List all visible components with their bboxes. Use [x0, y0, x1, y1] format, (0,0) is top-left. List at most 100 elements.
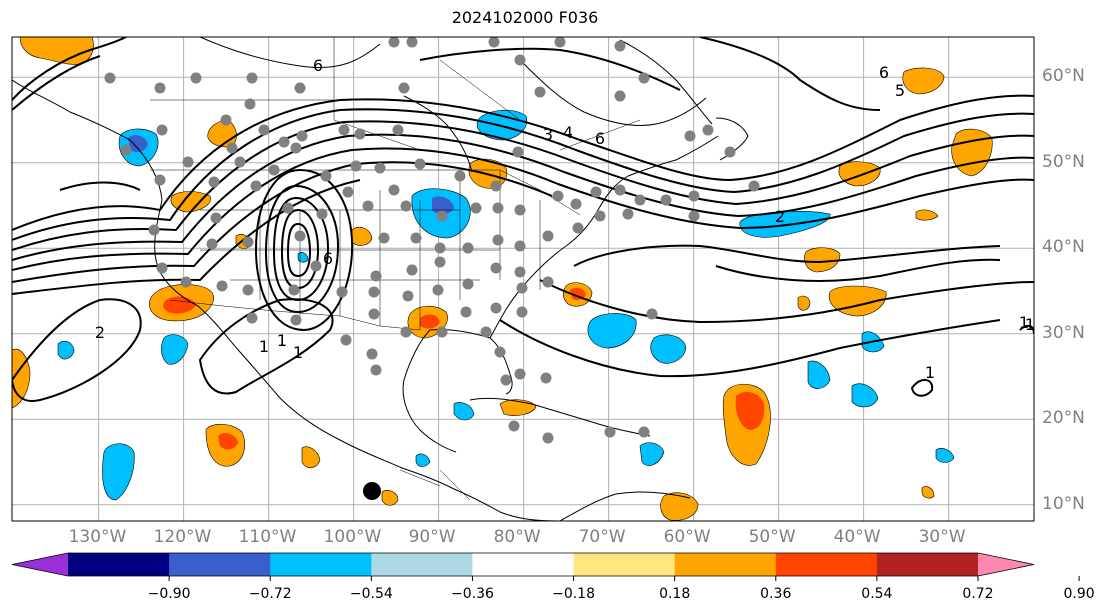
station-dot [294, 82, 306, 94]
anomaly-positive [804, 247, 841, 273]
station-dot [366, 348, 378, 360]
station-dot [354, 128, 366, 140]
station-dot [368, 308, 380, 320]
anomaly-positive [921, 486, 935, 499]
contour-label: 6 [879, 63, 889, 82]
colorbar-tick-label: −0.36 [450, 586, 494, 602]
anomaly-positive [301, 446, 321, 469]
station-dot [490, 302, 502, 314]
anomaly-strong-positive [735, 391, 765, 430]
anomaly-negative [639, 442, 665, 466]
colorbar-tick-label: −0.72 [248, 586, 292, 602]
storm-center-marker [363, 482, 381, 500]
station-dot [570, 198, 582, 210]
station-dot [462, 278, 474, 290]
anomaly-negative [807, 360, 831, 389]
station-dot [206, 238, 218, 250]
station-dot [370, 364, 382, 376]
station-dot [638, 72, 650, 84]
contour-label: 1 [1019, 313, 1029, 332]
station-dot [400, 200, 412, 212]
station-dot [388, 184, 400, 196]
anomaly-negative [102, 443, 135, 501]
station-dot [398, 82, 410, 94]
longitude-label: 80°W [493, 527, 541, 547]
station-dot [208, 176, 220, 188]
station-dot [246, 312, 258, 324]
station-dot [554, 37, 566, 48]
station-dot [688, 210, 700, 222]
station-dot [604, 426, 616, 438]
station-dot [402, 290, 414, 302]
station-dot [500, 374, 512, 386]
anomaly-negative [587, 313, 637, 349]
station-dot [514, 204, 526, 216]
colorbar-segment [472, 553, 575, 576]
station-dot [552, 190, 564, 202]
anomaly-negative [297, 252, 309, 263]
station-dot [220, 114, 232, 126]
longitude-label: 130°W [68, 527, 127, 547]
station-dot [514, 266, 526, 278]
station-dot [542, 276, 554, 288]
station-dot [638, 426, 650, 438]
anomaly-positive [381, 490, 399, 506]
station-dot [156, 124, 168, 136]
station-dot [362, 200, 374, 212]
station-dot [234, 156, 246, 168]
station-dot [414, 158, 426, 170]
station-dot [250, 180, 262, 192]
longitude-label: 70°W [578, 527, 626, 547]
station-dot [494, 346, 506, 358]
station-dot [460, 306, 472, 318]
station-dot [724, 146, 736, 158]
station-dot [320, 170, 332, 182]
anomaly-negative [851, 383, 879, 408]
station-dot [508, 420, 520, 432]
colorbar-tick-label: −0.90 [147, 586, 191, 602]
station-dot [154, 174, 166, 186]
station-dot [614, 40, 626, 52]
colorbar-tick-label: −0.54 [349, 586, 393, 602]
station-dot [278, 136, 290, 148]
anomaly-negative [415, 453, 431, 467]
station-dot [660, 194, 672, 206]
map-title: 2024102000 F036 [451, 8, 599, 27]
colorbar-tick-label: 0.54 [861, 586, 893, 602]
station-dot [462, 242, 474, 254]
contour-label: 6 [313, 56, 323, 75]
political-borders [150, 37, 641, 501]
station-dot [480, 326, 492, 338]
station-dot [342, 186, 354, 198]
contour-label: 1 [925, 363, 935, 382]
anomaly-positive [660, 492, 699, 521]
station-dot [470, 202, 482, 214]
latitude-label: 40°N [1042, 237, 1085, 258]
station-dot [410, 232, 422, 244]
latitude-label: 10°N [1042, 493, 1085, 514]
longitude-label: 110°W [238, 527, 297, 547]
anomaly-positive [797, 295, 811, 311]
station-dot [242, 284, 254, 296]
contour-label: 1 [259, 337, 269, 356]
station-dot [406, 37, 418, 48]
station-dot [182, 156, 194, 168]
latitude-label: 30°N [1042, 322, 1085, 343]
station-dot [436, 210, 448, 222]
station-dot [400, 326, 412, 338]
station-dot [488, 37, 500, 48]
station-dot [684, 130, 696, 142]
station-dot [378, 232, 390, 244]
latitude-label: 50°N [1042, 151, 1085, 172]
longitude-label: 50°W [748, 527, 796, 547]
station-dot [432, 284, 444, 296]
station-dot [516, 306, 528, 318]
station-dot [434, 256, 446, 268]
station-dot [622, 208, 634, 220]
station-dot [748, 180, 760, 192]
station-dot [542, 230, 554, 242]
station-dot [454, 170, 466, 182]
colorbar-extend-min [12, 553, 68, 576]
station-dot [226, 142, 238, 154]
